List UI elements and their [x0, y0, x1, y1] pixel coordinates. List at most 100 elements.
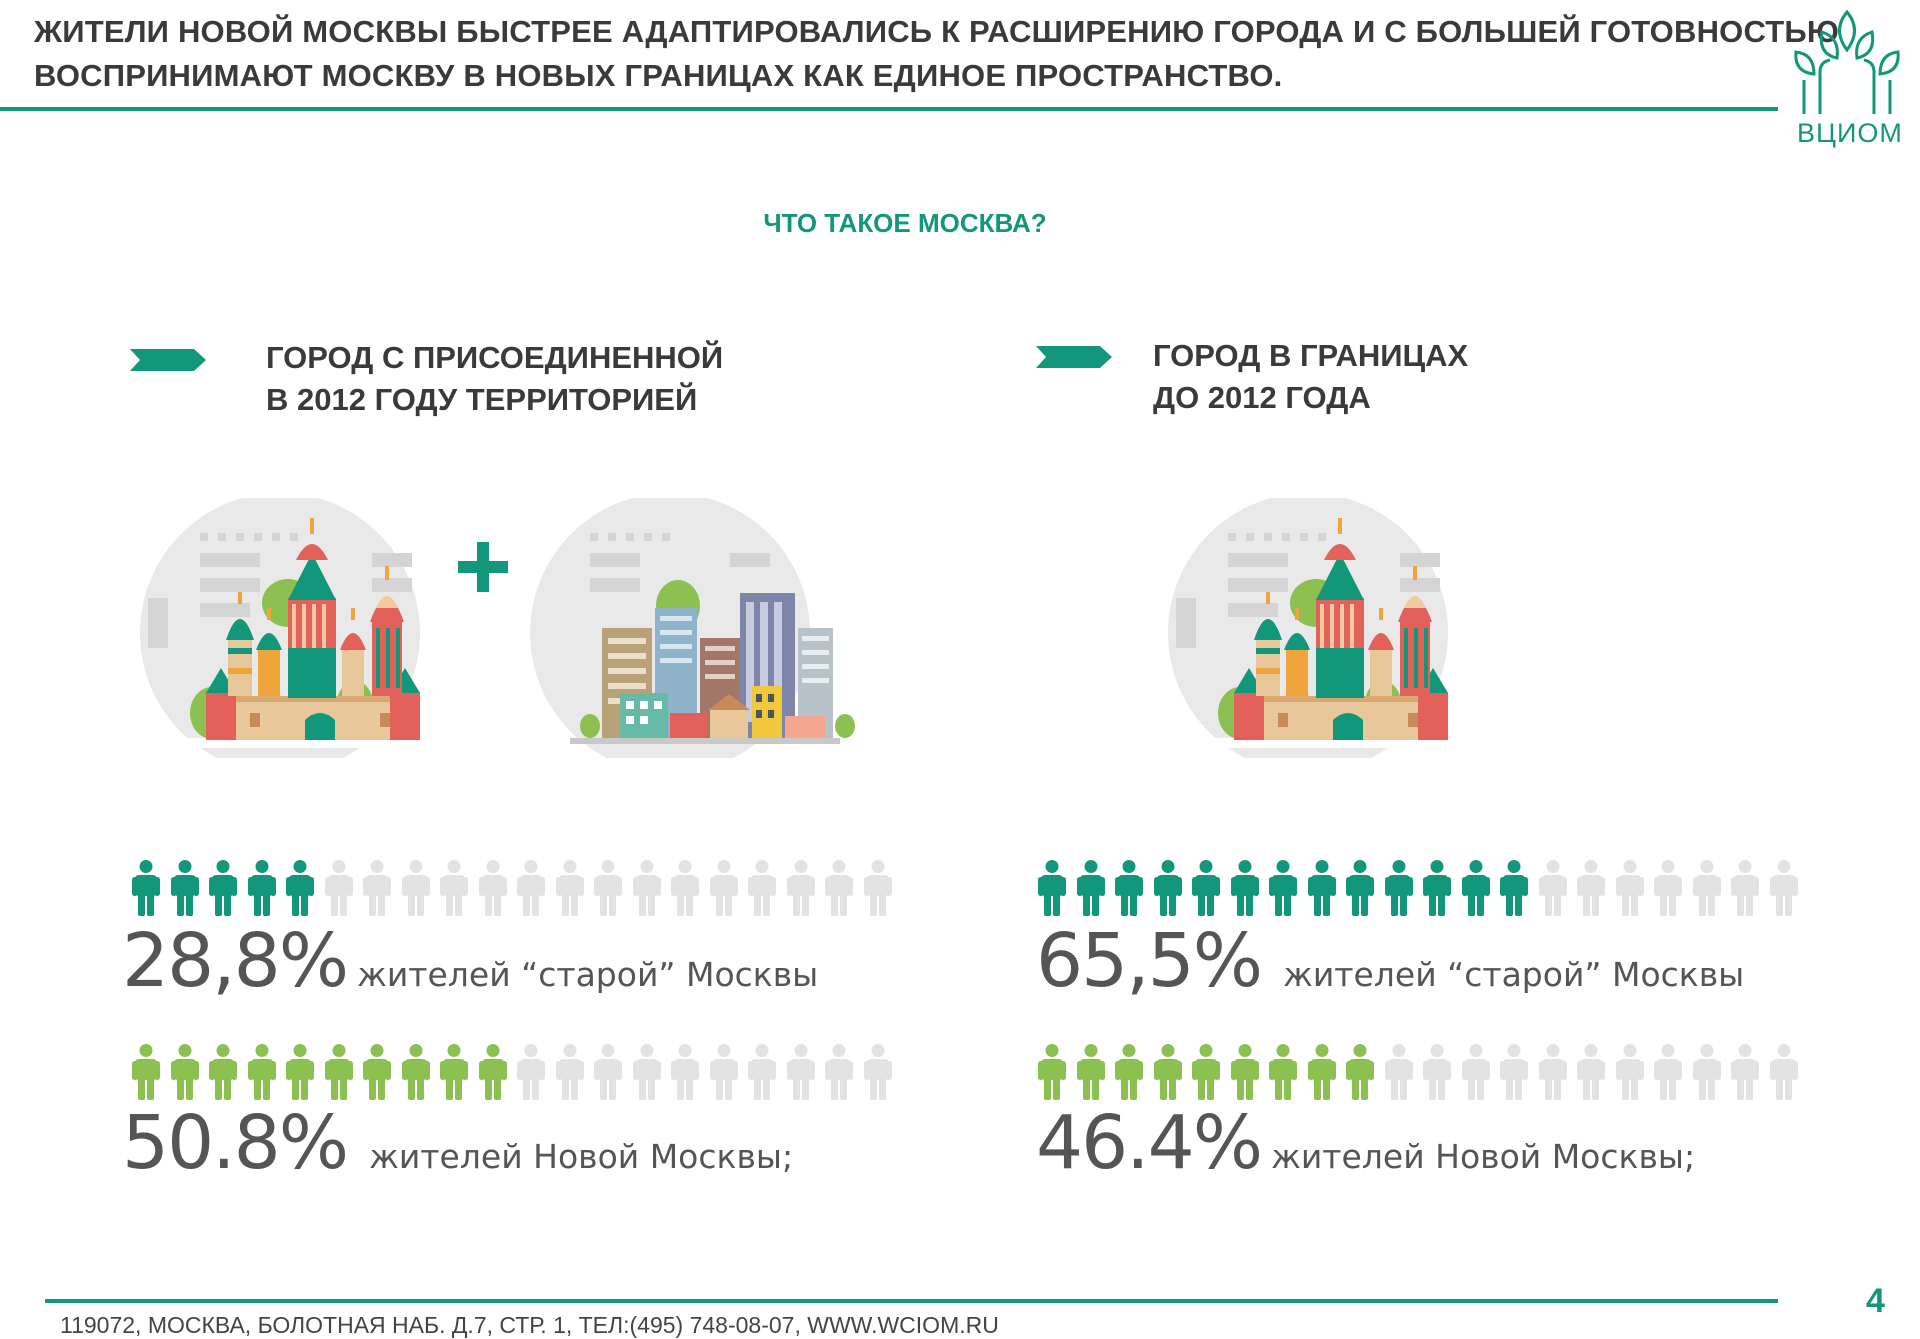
person-icon: [209, 1044, 237, 1100]
heading-line: ДО 2012 ГОДА: [1153, 380, 1371, 415]
heading-line: ГОРОД С ПРИСОЕДИНЕННОЙ: [266, 340, 724, 375]
person-icon: [671, 1044, 699, 1100]
heading-line: ГОРОД В ГРАНИЦАХ: [1153, 338, 1469, 373]
header-divider: [0, 107, 1778, 111]
people-row-old-right: [1038, 860, 1798, 916]
person-icon: [325, 1044, 353, 1100]
section-arrow-icon: [1036, 346, 1112, 368]
person-icon: [1616, 1044, 1644, 1100]
stat-value: 50.8%: [122, 1100, 349, 1186]
person-icon: [1770, 860, 1798, 916]
section-heading-left: ГОРОД С ПРИСОЕДИНЕННОЙ В 2012 ГОДУ ТЕРРИ…: [266, 337, 723, 421]
person-icon: [825, 1044, 853, 1100]
person-icon: [1115, 860, 1143, 916]
person-icon: [363, 1044, 391, 1100]
person-icon: [1231, 860, 1259, 916]
footer-address: 119072, МОСКВА, БОЛОТНАЯ НАБ. Д.7, СТР. …: [60, 1312, 999, 1338]
person-icon: [1500, 1044, 1528, 1100]
person-icon: [556, 860, 584, 916]
person-icon: [1577, 860, 1605, 916]
person-icon: [132, 1044, 160, 1100]
plus-icon: [458, 542, 508, 592]
logo-text: ВЦИОМ: [1797, 118, 1903, 148]
stat-value: 28,8%: [122, 918, 349, 1004]
person-icon: [1693, 860, 1721, 916]
person-icon: [402, 1044, 430, 1100]
page-number: 4: [1866, 1282, 1885, 1320]
person-icon: [1654, 860, 1682, 916]
person-icon: [1423, 860, 1451, 916]
kremlin-illustration: [1168, 498, 1448, 758]
person-icon: [1077, 860, 1105, 916]
people-row-new-right: [1038, 1044, 1798, 1100]
tree-logo-icon: [1794, 9, 1900, 114]
stat-new-right: 46.4% жителей Новой Москвы;: [1036, 1100, 1695, 1186]
heading-line: В 2012 ГОДУ ТЕРРИТОРИЕЙ: [266, 382, 698, 417]
people-row-new-left: [132, 1044, 892, 1100]
person-icon: [1385, 1044, 1413, 1100]
title-line-2: ВОСПРИНИМАЮТ МОСКВУ В НОВЫХ ГРАНИЦАХ КАК…: [34, 58, 1283, 93]
person-icon: [1654, 1044, 1682, 1100]
person-icon: [710, 1044, 738, 1100]
person-icon: [171, 1044, 199, 1100]
person-icon: [556, 1044, 584, 1100]
person-icon: [1269, 1044, 1297, 1100]
person-icon: [1731, 860, 1759, 916]
person-icon: [1616, 860, 1644, 916]
person-icon: [1500, 860, 1528, 916]
stat-label: жителей Новой Москвы;: [369, 1137, 794, 1176]
person-icon: [1308, 860, 1336, 916]
person-icon: [1038, 1044, 1066, 1100]
person-icon: [1385, 860, 1413, 916]
subtitle: ЧТО ТАКОЕ МОСКВА?: [763, 208, 1047, 238]
section-arrow-icon: [130, 349, 206, 371]
person-icon: [171, 860, 199, 916]
person-icon: [825, 860, 853, 916]
modern-city-illustration: [530, 498, 855, 758]
people-row-old-left: [132, 860, 892, 916]
stat-old-right: 65,5% жителей “старой” Москвы: [1036, 918, 1744, 1004]
person-icon: [248, 1044, 276, 1100]
person-icon: [1154, 1044, 1182, 1100]
person-icon: [1693, 1044, 1721, 1100]
person-icon: [787, 1044, 815, 1100]
person-icon: [1577, 1044, 1605, 1100]
person-icon: [1231, 1044, 1259, 1100]
stat-old-left: 28,8% жителей “старой” Москвы: [122, 918, 818, 1004]
person-icon: [1077, 1044, 1105, 1100]
person-icon: [1038, 860, 1066, 916]
person-icon: [1346, 860, 1374, 916]
stat-value: 65,5%: [1036, 918, 1263, 1004]
stat-label: жителей “старой” Москвы: [1283, 955, 1745, 994]
person-icon: [479, 860, 507, 916]
person-icon: [671, 860, 699, 916]
stat-label: жителей Новой Москвы;: [1271, 1137, 1696, 1176]
person-icon: [1423, 1044, 1451, 1100]
stat-value: 46.4%: [1036, 1100, 1263, 1186]
person-icon: [1154, 860, 1182, 916]
person-icon: [479, 1044, 507, 1100]
footer-divider: [45, 1299, 1778, 1303]
stat-new-left: 50.8% жителей Новой Москвы;: [122, 1100, 793, 1186]
person-icon: [286, 1044, 314, 1100]
person-icon: [1192, 1044, 1220, 1100]
person-icon: [594, 860, 622, 916]
person-icon: [594, 1044, 622, 1100]
person-icon: [748, 1044, 776, 1100]
person-icon: [864, 1044, 892, 1100]
person-icon: [864, 860, 892, 916]
person-icon: [325, 860, 353, 916]
person-icon: [633, 1044, 661, 1100]
person-icon: [1308, 1044, 1336, 1100]
stat-label: жителей “старой” Москвы: [357, 955, 819, 994]
person-icon: [132, 860, 160, 916]
person-icon: [748, 860, 776, 916]
person-icon: [286, 860, 314, 916]
person-icon: [1115, 1044, 1143, 1100]
person-icon: [1539, 1044, 1567, 1100]
person-icon: [1462, 860, 1490, 916]
person-icon: [710, 860, 738, 916]
person-icon: [1462, 1044, 1490, 1100]
person-icon: [1269, 860, 1297, 916]
person-icon: [1192, 860, 1220, 916]
